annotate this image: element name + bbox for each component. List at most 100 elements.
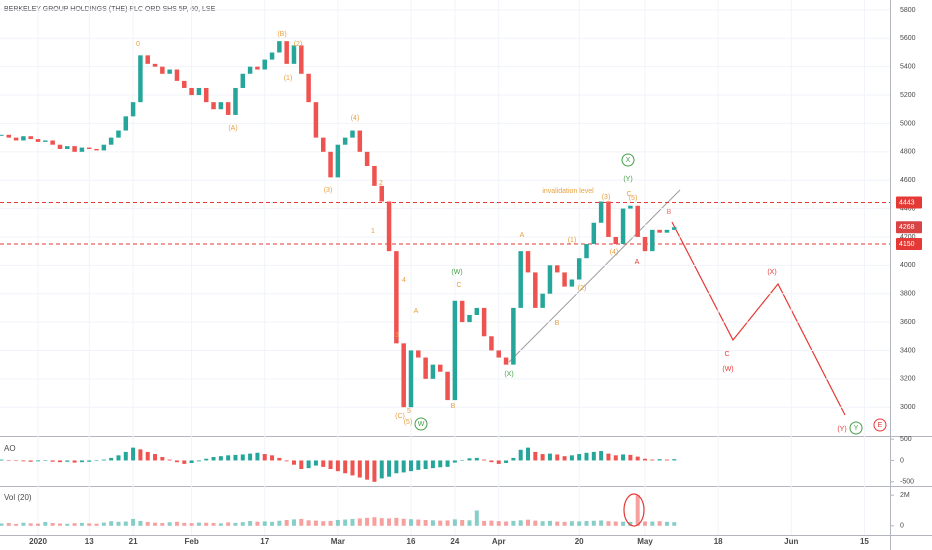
candle <box>211 102 216 110</box>
candle <box>576 258 582 280</box>
ao-bar <box>109 457 114 461</box>
ao-bar <box>482 459 487 461</box>
ao-bar <box>394 460 399 474</box>
volume-bar <box>599 520 604 526</box>
volume-bar <box>445 520 450 526</box>
volume-bar <box>504 521 509 526</box>
volume-bar <box>145 521 150 526</box>
y-tick-label: 3800 <box>900 291 916 298</box>
ao-bar <box>540 454 545 461</box>
volume-bar <box>365 517 370 526</box>
y-tick-label: 0 <box>900 523 904 530</box>
volume-bar <box>233 522 238 526</box>
ao-bar <box>489 460 494 463</box>
ao-bar <box>606 453 611 461</box>
candle <box>174 69 180 81</box>
volume-bar <box>643 521 648 526</box>
ao-bar <box>50 460 55 462</box>
volume-bar <box>489 520 494 526</box>
x-tick-label: 13 <box>85 537 94 546</box>
volume-bar <box>204 522 209 526</box>
x-tick-label: 2020 <box>29 537 47 546</box>
wave-label: E <box>878 422 883 429</box>
candle <box>335 144 341 178</box>
x-tick-label: Feb <box>184 537 198 546</box>
price-tag <box>896 221 922 234</box>
ao-bar <box>123 451 128 461</box>
candle <box>518 251 523 308</box>
candle <box>28 136 33 140</box>
ao-bar <box>379 460 384 479</box>
candle <box>0 134 4 136</box>
ao-bar <box>672 459 677 461</box>
volume-bar <box>167 522 172 526</box>
ao-bar <box>262 454 267 461</box>
candle <box>386 201 392 252</box>
volume-bar <box>474 510 479 526</box>
candle <box>445 371 450 401</box>
volume-bar <box>387 518 392 526</box>
volume-bar <box>248 521 253 526</box>
candle <box>467 314 472 323</box>
ao-bar <box>79 460 84 463</box>
ao-bar <box>204 458 209 461</box>
volume-bar <box>218 523 223 526</box>
ao-bar <box>613 455 618 461</box>
volume-bar <box>277 520 282 526</box>
projection-path <box>671 221 846 416</box>
candle <box>511 307 516 365</box>
ao-bar <box>174 460 179 463</box>
ao-bar <box>467 458 472 461</box>
volume-bar <box>123 521 128 526</box>
candle <box>569 279 575 287</box>
volume-bar <box>562 521 567 526</box>
candle <box>21 136 26 141</box>
volume-bar <box>87 523 92 526</box>
x-tick-label: Apr <box>492 537 506 546</box>
candle <box>101 144 107 151</box>
ao-bar <box>291 460 296 465</box>
candle <box>6 134 12 138</box>
wave-label: (2) <box>294 41 303 48</box>
ao-bar <box>72 460 77 463</box>
candle <box>650 229 655 252</box>
ao-bar <box>14 460 19 461</box>
volume-bar <box>394 517 399 526</box>
y-tick-label: 2M <box>900 492 910 499</box>
candle <box>620 208 626 245</box>
candle <box>328 151 333 178</box>
volume-bar <box>196 522 201 526</box>
ao-bar <box>372 460 377 482</box>
candle <box>284 41 289 64</box>
candle <box>555 265 560 273</box>
ao-bar <box>131 447 136 461</box>
x-tick-label: Mar <box>331 537 345 546</box>
candle <box>13 137 19 141</box>
candle <box>299 45 304 74</box>
volume-bar <box>591 520 596 526</box>
candle <box>86 147 92 149</box>
candle <box>145 55 150 64</box>
volume-bar <box>357 518 362 526</box>
volume-bar <box>50 523 55 526</box>
ao-bar <box>416 460 421 470</box>
candle <box>196 87 202 96</box>
volume-bar <box>131 518 136 526</box>
volume-bar <box>540 521 545 526</box>
candle <box>35 139 41 142</box>
candle <box>401 343 406 408</box>
ao-bar <box>189 460 194 464</box>
ao-bar <box>628 454 633 461</box>
candle <box>262 59 267 70</box>
volume-bar <box>577 521 582 526</box>
ao-bar <box>555 454 560 461</box>
wave-label: A <box>635 259 640 266</box>
volume-bar <box>416 519 421 526</box>
wave-label: (2) <box>578 285 587 292</box>
candle <box>628 205 633 209</box>
wave-label: (5) <box>629 195 638 202</box>
candle <box>255 66 260 70</box>
volume-bar <box>657 521 662 526</box>
volume-bar <box>613 521 618 526</box>
